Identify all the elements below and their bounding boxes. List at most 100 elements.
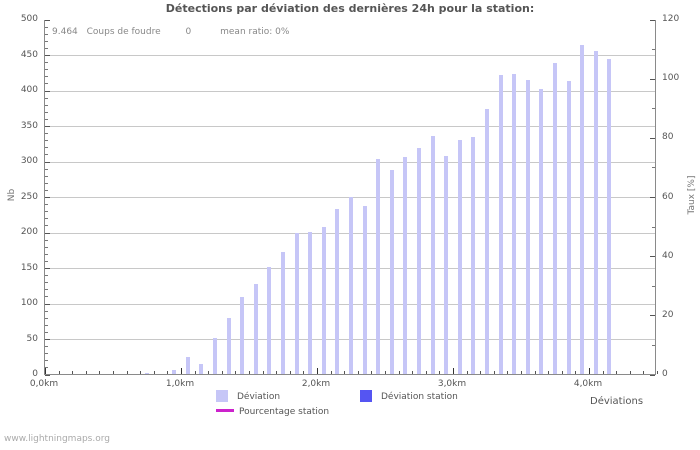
x-axis-tick <box>453 368 454 374</box>
y-axis-minor-tick <box>45 225 48 227</box>
x-axis-minor-tick <box>58 371 60 374</box>
gridline <box>45 161 655 163</box>
bar <box>172 370 177 374</box>
y-axis-tick-label: 500 <box>20 14 38 24</box>
x-axis-minor-tick <box>439 371 441 374</box>
y-axis-minor-tick <box>45 310 48 312</box>
bar <box>267 266 272 374</box>
y-axis-minor-tick <box>45 33 48 35</box>
axis-ticks <box>45 19 658 376</box>
bar <box>553 63 557 374</box>
bar <box>308 232 313 374</box>
station-count: 0 <box>185 27 192 37</box>
x-axis-minor-tick <box>548 371 550 374</box>
y-axis-minor-tick <box>45 331 48 333</box>
y-axis-tick <box>45 339 50 340</box>
secondary-y-axis-tick-label: 80 <box>662 132 674 143</box>
secondary-y-axis-tick <box>650 374 655 376</box>
y-axis-minor-tick <box>45 360 48 362</box>
legend-label: Pourcentage station <box>239 407 330 417</box>
x-axis-tick-label: 3,0km <box>437 379 467 389</box>
bar <box>403 157 408 374</box>
x-axis-minor-tick <box>194 371 196 374</box>
y-axis-minor-tick <box>45 26 48 28</box>
legend-item[interactable]: Pourcentage station <box>216 407 329 418</box>
x-axis-minor-tick <box>466 371 468 374</box>
secondary-y-axis-minor-tick <box>652 344 655 346</box>
secondary-y-axis-minor-tick <box>652 285 655 287</box>
y-axis-tick-label: 50 <box>26 333 38 344</box>
x-axis-minor-tick <box>72 371 74 374</box>
bar <box>362 206 367 374</box>
x-axis-tick <box>589 368 590 374</box>
bar <box>253 283 258 374</box>
y-axis-tick-label: 250 <box>20 191 38 202</box>
x-axis-minor-tick <box>657 371 658 374</box>
y-axis-minor-tick <box>45 367 48 369</box>
x-axis-tick-label: 4,0km <box>573 379 603 389</box>
secondary-y-axis-minor-tick <box>652 167 655 169</box>
x-axis-tick-label: 2,0km <box>301 379 331 389</box>
y-axis-minor-tick <box>45 260 48 262</box>
y-axis-minor-tick <box>45 97 48 99</box>
bar <box>281 251 285 374</box>
legend-item[interactable]: Déviation station <box>360 390 458 403</box>
y-axis-tick-label: 350 <box>20 120 38 131</box>
bar <box>457 139 462 374</box>
legend-item[interactable]: Déviation <box>216 390 280 403</box>
secondary-y-axis-tick-label: 100 <box>662 73 680 84</box>
x-axis-minor-tick <box>357 371 359 374</box>
y-axis-minor-tick <box>45 239 48 241</box>
y-axis-minor-tick <box>45 282 48 284</box>
x-axis-minor-tick <box>303 371 305 374</box>
x-axis-minor-tick <box>643 371 645 374</box>
x-axis-tick-label: 0,0km <box>29 379 59 389</box>
y-axis-tick <box>45 90 50 92</box>
y-axis-minor-tick <box>45 346 48 348</box>
y-axis-tick-label: 100 <box>20 298 38 308</box>
x-axis-minor-tick <box>493 371 495 374</box>
x-axis-minor-tick <box>385 371 386 374</box>
bar <box>430 136 435 374</box>
y-axis-minor-tick <box>45 83 48 85</box>
bar <box>580 45 585 374</box>
y-axis-tick-label: 400 <box>20 85 38 95</box>
x-axis-tick <box>181 368 182 374</box>
x-axis-minor-tick <box>480 371 482 374</box>
x-axis-tick <box>45 368 46 374</box>
bar <box>145 372 149 374</box>
bar <box>607 59 612 374</box>
y-axis-tick <box>45 197 50 198</box>
bar <box>199 364 204 374</box>
y-axis-minor-tick <box>45 154 48 156</box>
y-axis-tick-label: 450 <box>20 49 38 60</box>
y-axis-minor-tick <box>45 111 48 113</box>
x-axis-minor-tick <box>616 371 618 374</box>
x-axis-minor-tick <box>521 371 522 374</box>
y-axis-tick <box>45 268 50 269</box>
secondary-y-axis-tick <box>650 197 655 198</box>
y-axis-minor-tick <box>45 47 48 49</box>
bar <box>321 227 326 374</box>
x-axis-minor-tick <box>575 371 577 374</box>
x-axis-tick <box>317 368 318 374</box>
x-axis-minor-tick <box>167 371 169 374</box>
secondary-y-axis-tick <box>650 78 655 80</box>
gridline <box>45 55 655 56</box>
y-axis-minor-tick <box>45 246 48 248</box>
legend-label: Déviation station <box>381 392 458 402</box>
x-axis-minor-tick <box>126 371 128 374</box>
y-axis-minor-tick <box>45 40 48 42</box>
bar <box>213 337 217 374</box>
secondary-y-axis-tick-label: 40 <box>662 250 674 261</box>
legend-line-marker <box>216 409 234 412</box>
x-axis-minor-tick <box>629 371 631 374</box>
x-axis-minor-tick <box>412 371 414 374</box>
y-axis-minor-tick <box>45 353 48 355</box>
y-axis-tick <box>45 232 50 234</box>
secondary-y-axis-tick <box>650 19 655 21</box>
y-axis-tick <box>45 55 50 56</box>
x-axis-minor-tick <box>602 371 604 374</box>
bar-series <box>45 20 655 374</box>
lightning-count: 9.464 <box>52 27 78 37</box>
